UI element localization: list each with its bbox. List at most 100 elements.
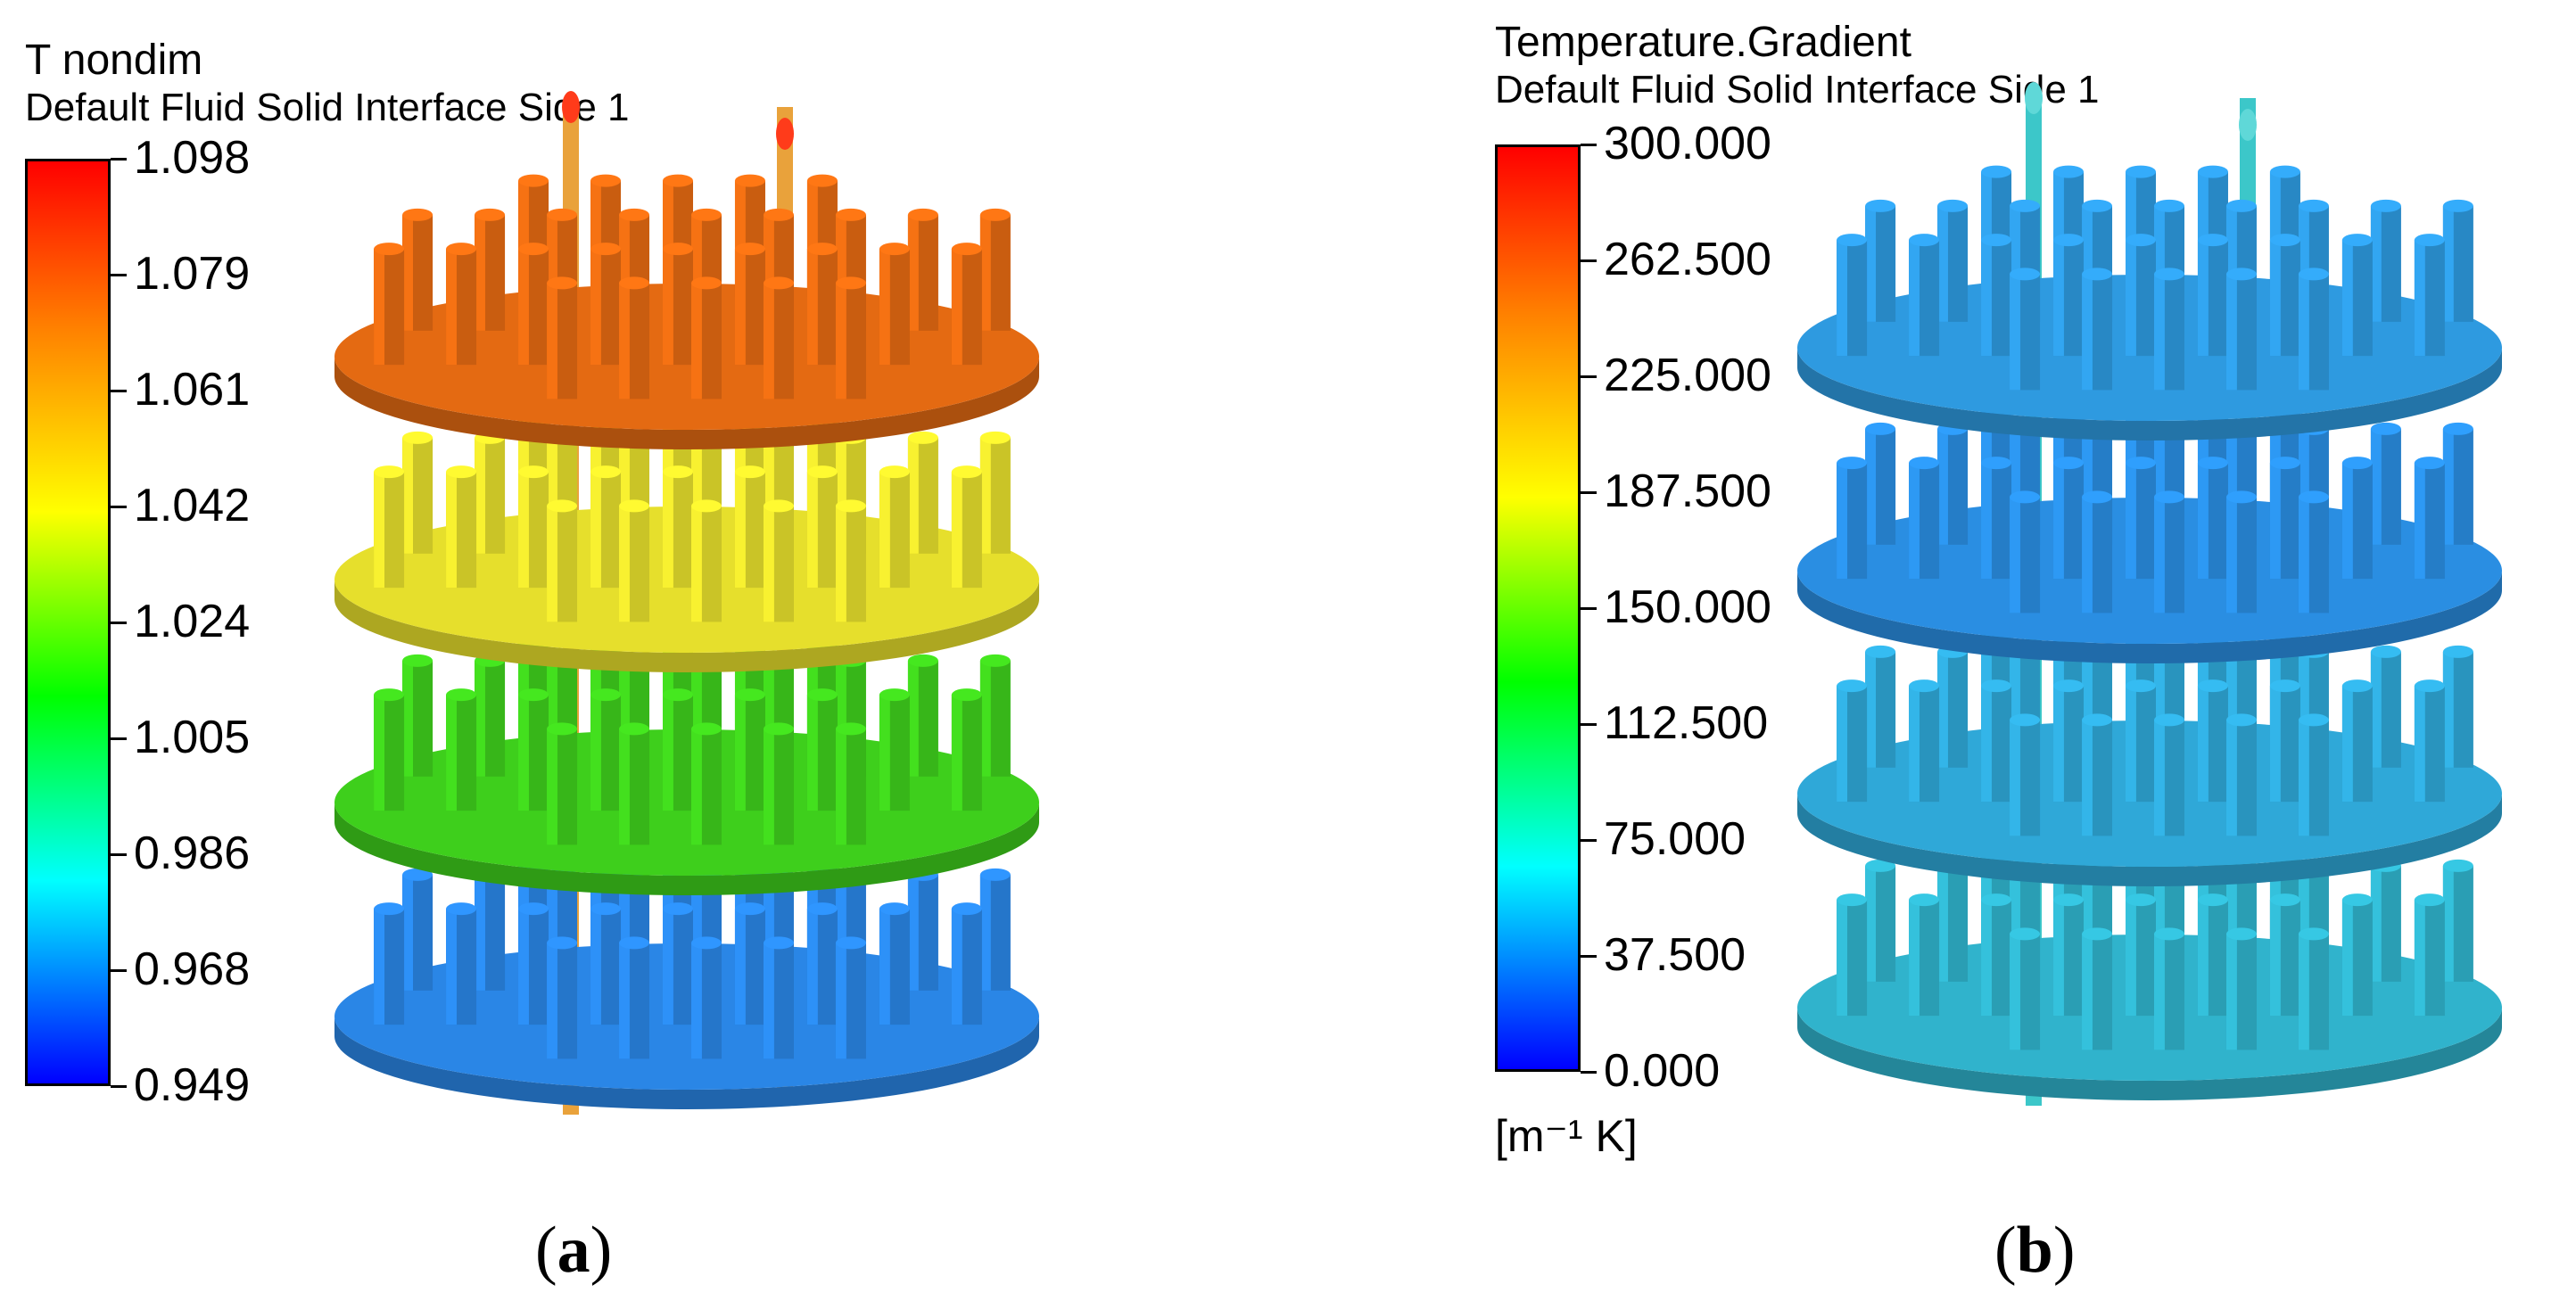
pin-fin <box>907 868 938 991</box>
colorbar-tick <box>1581 259 1597 262</box>
pin-fin <box>835 276 866 399</box>
pin-fin <box>2341 893 2373 1017</box>
colorbar-unit: [m⁻¹ K] <box>1495 1111 1638 1161</box>
colorbar-tick <box>1581 491 1597 494</box>
pin-fin <box>2414 234 2445 357</box>
heat-sink-plate <box>1797 388 2502 663</box>
pin-fin <box>979 868 1011 991</box>
legend-title: T nondim <box>25 37 203 84</box>
colorbar-tick <box>111 737 127 740</box>
pin-fin <box>734 465 765 589</box>
colorbar-tick-label: 1.005 <box>134 712 251 763</box>
pin-fin <box>518 243 549 366</box>
pin-fin <box>879 465 910 589</box>
colorbar-tick <box>111 853 127 856</box>
pin-fin <box>2010 268 2041 391</box>
colorbar-tick-label: 1.042 <box>134 480 251 531</box>
pin-fin <box>1865 422 1896 545</box>
pin-fin <box>547 722 578 845</box>
pin-fin <box>2126 234 2156 357</box>
pin-fin <box>1837 679 1868 803</box>
pin-fin <box>1937 422 1969 545</box>
pin-fin <box>763 276 794 399</box>
colorbar-tick-label: 300.000 <box>1604 118 1771 169</box>
pin-fin <box>2370 199 2401 322</box>
pin-fin <box>1937 199 1969 322</box>
pin-fin <box>590 688 622 811</box>
pin-fin <box>402 431 433 554</box>
pin-fin <box>2197 679 2228 803</box>
pin-fin <box>446 465 477 589</box>
pin-fin <box>2269 679 2300 803</box>
pin-fin <box>590 465 622 589</box>
pin-fin <box>691 276 722 399</box>
pin-fin <box>663 243 693 366</box>
pin-fin <box>806 902 838 1025</box>
pin-fin <box>907 654 938 777</box>
colorbar-tick-label: 1.098 <box>134 132 251 184</box>
pin-fin <box>547 276 578 399</box>
colorbar-tick-label: 75.000 <box>1604 813 1746 865</box>
pin-fin <box>1865 645 1896 768</box>
pin-fin <box>475 431 506 554</box>
pin-fin <box>763 936 794 1059</box>
pin-fin <box>806 688 838 811</box>
pin-fin <box>2225 268 2257 391</box>
pin-fin <box>518 688 549 811</box>
pin-fin <box>2053 234 2085 357</box>
pin-fin <box>2154 268 2184 391</box>
pin-fin <box>2154 927 2184 1050</box>
pin-fin <box>2053 457 2085 580</box>
pin-fin <box>2414 679 2445 803</box>
colorbar-tick-label: 1.079 <box>134 248 251 300</box>
heat-sink-plate <box>1797 611 2502 886</box>
pin-fin <box>518 902 549 1025</box>
pin-fin <box>475 868 506 991</box>
pin-fin <box>1909 893 1940 1017</box>
pin-fin <box>2298 713 2329 836</box>
pin-fin <box>374 902 405 1025</box>
pin-fin <box>1837 457 1868 580</box>
pin-fin <box>1865 199 1896 322</box>
colorbar-tick <box>111 969 127 972</box>
pin-fin <box>951 465 982 589</box>
pin-fin <box>734 688 765 811</box>
pin-fin <box>547 499 578 622</box>
pin-fin <box>1981 234 2012 357</box>
rod-tip <box>776 118 794 150</box>
pin-fin <box>547 936 578 1059</box>
pin-fin <box>518 465 549 589</box>
colorbar-tick-label: 262.500 <box>1604 234 1771 285</box>
heat-sink-plate <box>1797 825 2502 1100</box>
colorbar-tick <box>111 506 127 508</box>
pin-fin <box>402 208 433 331</box>
pin-fin <box>1981 457 2012 580</box>
pin-fin <box>374 688 405 811</box>
colorbar-tick-label: 187.500 <box>1604 465 1771 517</box>
legend-title: Temperature.Gradient <box>1495 19 1911 66</box>
heat-sink-plate <box>1797 165 2502 441</box>
pin-fin <box>1981 679 2012 803</box>
pin-fin <box>2082 713 2113 836</box>
pin-fin <box>879 902 910 1025</box>
rod-tip <box>562 91 580 123</box>
pin-fin <box>2370 645 2401 768</box>
pin-fin <box>2053 893 2085 1017</box>
pin-fin <box>835 722 866 845</box>
legend-subtitle: Default Fluid Solid Interface Side 1 <box>1495 68 2100 111</box>
pin-fin <box>979 208 1011 331</box>
caption: (a) <box>535 1214 613 1287</box>
pin-fin <box>619 499 650 622</box>
colorbar-tick-label: 0.949 <box>134 1059 251 1111</box>
pin-fin <box>2082 927 2113 1050</box>
colorbar-tick-label: 225.000 <box>1604 350 1771 401</box>
colorbar-tick <box>111 1085 127 1088</box>
colorbar-tick-label: 1.061 <box>134 364 251 416</box>
pin-fin <box>402 654 433 777</box>
pin-fin <box>2010 927 2041 1050</box>
heat-sink-plate <box>334 620 1039 895</box>
colorbar-tick-label: 112.500 <box>1604 697 1769 749</box>
pin-fin <box>2225 927 2257 1050</box>
caption: (b) <box>1994 1214 2076 1287</box>
pin-fin <box>2154 713 2184 836</box>
